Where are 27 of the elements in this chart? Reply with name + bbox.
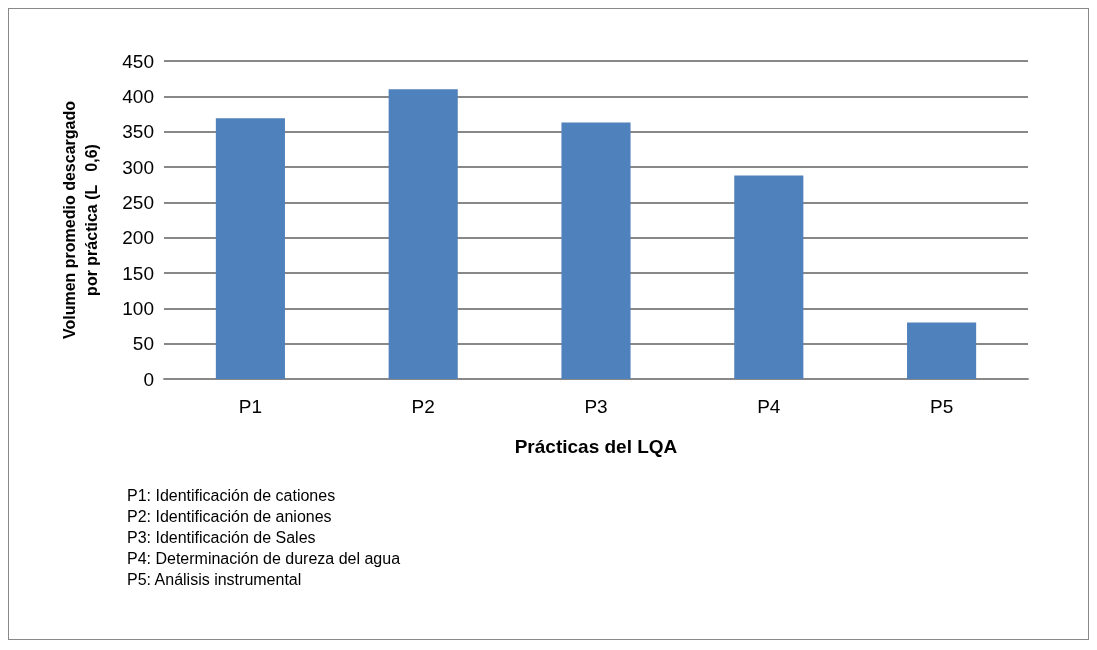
y-tick-label: 50: [132, 333, 154, 355]
y-tick-label: 150: [122, 262, 154, 284]
bar: [388, 89, 458, 379]
y-tick-label: 100: [122, 297, 154, 319]
y-tick-label: 400: [122, 85, 154, 107]
x-tick-label: P4: [757, 396, 781, 417]
x-axis-title: Prácticas del LQA: [514, 436, 678, 457]
y-tick-label: 200: [122, 227, 154, 249]
y-tick-label: 250: [122, 191, 154, 213]
x-tick-label: P5: [929, 396, 954, 417]
bar: [734, 175, 804, 379]
y-tick-label: 450: [122, 50, 154, 72]
text: P2: Identificación de aniones: [127, 508, 332, 525]
y-tick-label: 0: [143, 368, 154, 390]
text: P3: Identificación de Sales: [127, 529, 316, 546]
text: P4: Determinación de dureza del agua: [127, 550, 401, 567]
text: P1: Identificación de cationes: [127, 487, 336, 504]
x-tick-label: P1: [238, 396, 263, 417]
bar: [561, 122, 631, 379]
y-tick-label: 350: [122, 121, 154, 143]
y-axis-title: Volumen promedio descargado por práctica (L 0,6): [60, 100, 100, 339]
bar: [215, 118, 285, 379]
x-tick-label: P3: [584, 396, 608, 417]
x-tick-label: P2: [411, 396, 435, 417]
y-tick-label: 300: [122, 156, 154, 178]
bar: [907, 322, 977, 379]
text: P5: Análisis instrumental: [127, 571, 302, 588]
